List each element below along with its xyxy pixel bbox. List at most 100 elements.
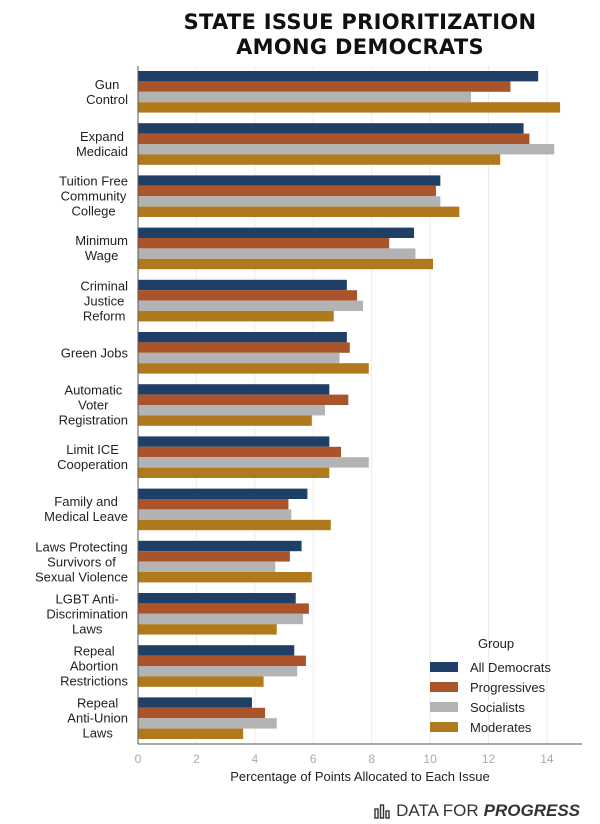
bar-moderates	[138, 676, 264, 687]
bar-socialists	[138, 457, 369, 468]
brand-emphasis: PROGRESS	[483, 801, 580, 820]
legend-item: All Democrats	[430, 657, 551, 677]
bar-progressives	[138, 185, 436, 197]
category-label-line: Green Jobs	[60, 345, 128, 361]
category-label: Repeal Abortion Restrictions	[60, 644, 128, 689]
x-tick-label: 14	[540, 752, 554, 766]
bar-socialists	[138, 718, 277, 729]
legend-swatch	[430, 702, 458, 712]
legend-item: Progressives	[430, 677, 551, 697]
bar-all-democrats	[138, 227, 415, 238]
bar-progressives	[138, 81, 511, 92]
chart-title: STATE ISSUE PRIORITIZATION AMONG DEMOCRA…	[0, 10, 600, 60]
bar-socialists	[138, 509, 292, 520]
bar-all-democrats	[138, 436, 330, 447]
bar-all-democrats	[138, 593, 296, 604]
bar-progressives	[138, 133, 530, 144]
category-label: Laws Protecting Survivors of Sexual Violen…	[35, 539, 128, 584]
category-label-line: Control	[86, 91, 128, 107]
legend-swatch	[430, 682, 458, 692]
category-label-line: Repeal	[73, 643, 115, 659]
bar-socialists	[138, 613, 304, 625]
category-label-line: Abortion	[69, 658, 119, 674]
x-tick-label: 8	[368, 752, 376, 766]
category-label-line: Gun	[94, 76, 120, 92]
bar-socialists	[138, 144, 555, 155]
category-label-line: Laws Protecting	[35, 539, 128, 555]
legend-title: Group	[478, 636, 515, 651]
category-label-line: Cooperation	[57, 457, 128, 473]
bar-moderates	[138, 519, 331, 531]
category-label-line: Restrictions	[60, 673, 128, 689]
x-tick-label: 12	[481, 752, 496, 766]
bar-all-democrats	[138, 71, 539, 82]
category-label-line: Survivors of	[47, 554, 116, 570]
brand-prefix: DATA FOR	[396, 801, 479, 820]
category-label: Criminal Justice Reform	[80, 278, 128, 323]
legend-swatch	[430, 722, 458, 732]
bar-progressives	[138, 290, 358, 301]
category-label: Tuition Free Community College	[59, 174, 128, 219]
x-tick-label: 6	[309, 752, 317, 766]
bar-progressives	[138, 238, 390, 249]
bar-socialists	[138, 405, 325, 416]
bar-moderates	[138, 311, 334, 322]
category-label-line: Medicaid	[75, 144, 128, 159]
bar-moderates	[138, 467, 330, 478]
category-label-line: Anti-Union	[67, 710, 128, 726]
bar-socialists	[138, 561, 276, 572]
legend-label: Moderates	[470, 719, 532, 735]
category-label-line: Family and	[54, 494, 118, 510]
bar-progressives	[138, 603, 309, 614]
chart-title-line-2: AMONG DEMOCRATS	[236, 35, 484, 59]
legend-item: Socialists	[430, 697, 551, 717]
bar-socialists	[138, 352, 340, 364]
legend-item: Moderates	[430, 717, 551, 737]
bar-moderates	[138, 415, 312, 426]
bar-socialists	[138, 196, 441, 207]
legend-label: Socialists	[470, 699, 525, 715]
category-label-line: Community	[60, 188, 127, 204]
brand-logo: DATA FOR PROGRESS	[374, 801, 580, 821]
category-label-line: Discrimination	[46, 606, 128, 622]
bar-all-democrats	[138, 645, 295, 656]
bar-all-democrats	[138, 175, 441, 186]
category-label-line: Registration	[58, 412, 128, 428]
category-label: Family and Medical Leave	[44, 494, 128, 524]
bar-chart-icon	[374, 804, 390, 819]
bar-moderates	[138, 624, 277, 635]
x-tick-label: 10	[423, 752, 437, 766]
bar-all-democrats	[138, 697, 252, 708]
bar-all-democrats	[138, 332, 347, 343]
category-label-line: Laws	[72, 621, 103, 637]
category-label: Limit ICE Cooperation	[57, 442, 128, 472]
bar-socialists	[138, 248, 416, 259]
category-label: Green Jobs	[61, 345, 128, 360]
x-axis-label: Percentage of Points Allocated to Each I…	[230, 769, 490, 784]
category-label-line: Limit ICE	[66, 442, 119, 458]
bar-socialists	[138, 300, 363, 311]
legend-label: Progressives	[470, 679, 546, 695]
bar-all-democrats	[138, 123, 524, 134]
category-label: Minimum Wage	[75, 233, 128, 263]
legend-label: All Democrats	[470, 659, 551, 675]
category-label-line: LGBT Anti-	[55, 591, 119, 607]
bar-all-democrats	[138, 488, 308, 499]
category-label-line: College	[71, 203, 116, 219]
bar-all-democrats	[138, 540, 302, 552]
bar-progressives	[138, 551, 290, 562]
legend-items: All Democrats Progressives Socialists Moder…	[430, 657, 551, 737]
category-label-line: Laws	[82, 725, 113, 741]
category-label-line: Expand	[79, 129, 125, 144]
category-label: Expand Medicaid	[76, 129, 128, 159]
category-label-line: Criminal	[80, 278, 128, 294]
category-label: Automatic Voter Registration	[59, 383, 128, 428]
category-label-line: Justice	[83, 293, 125, 309]
chart-title-line-1: STATE ISSUE PRIORITIZATION	[183, 10, 537, 34]
category-label-line: Medical Leave	[44, 509, 128, 525]
x-tick-label: 0	[134, 752, 142, 766]
category-label-line: Voter	[78, 397, 109, 413]
category-label-line: Sexual Violence	[35, 569, 128, 585]
bar-moderates	[138, 363, 369, 374]
bar-progressives	[138, 655, 306, 666]
